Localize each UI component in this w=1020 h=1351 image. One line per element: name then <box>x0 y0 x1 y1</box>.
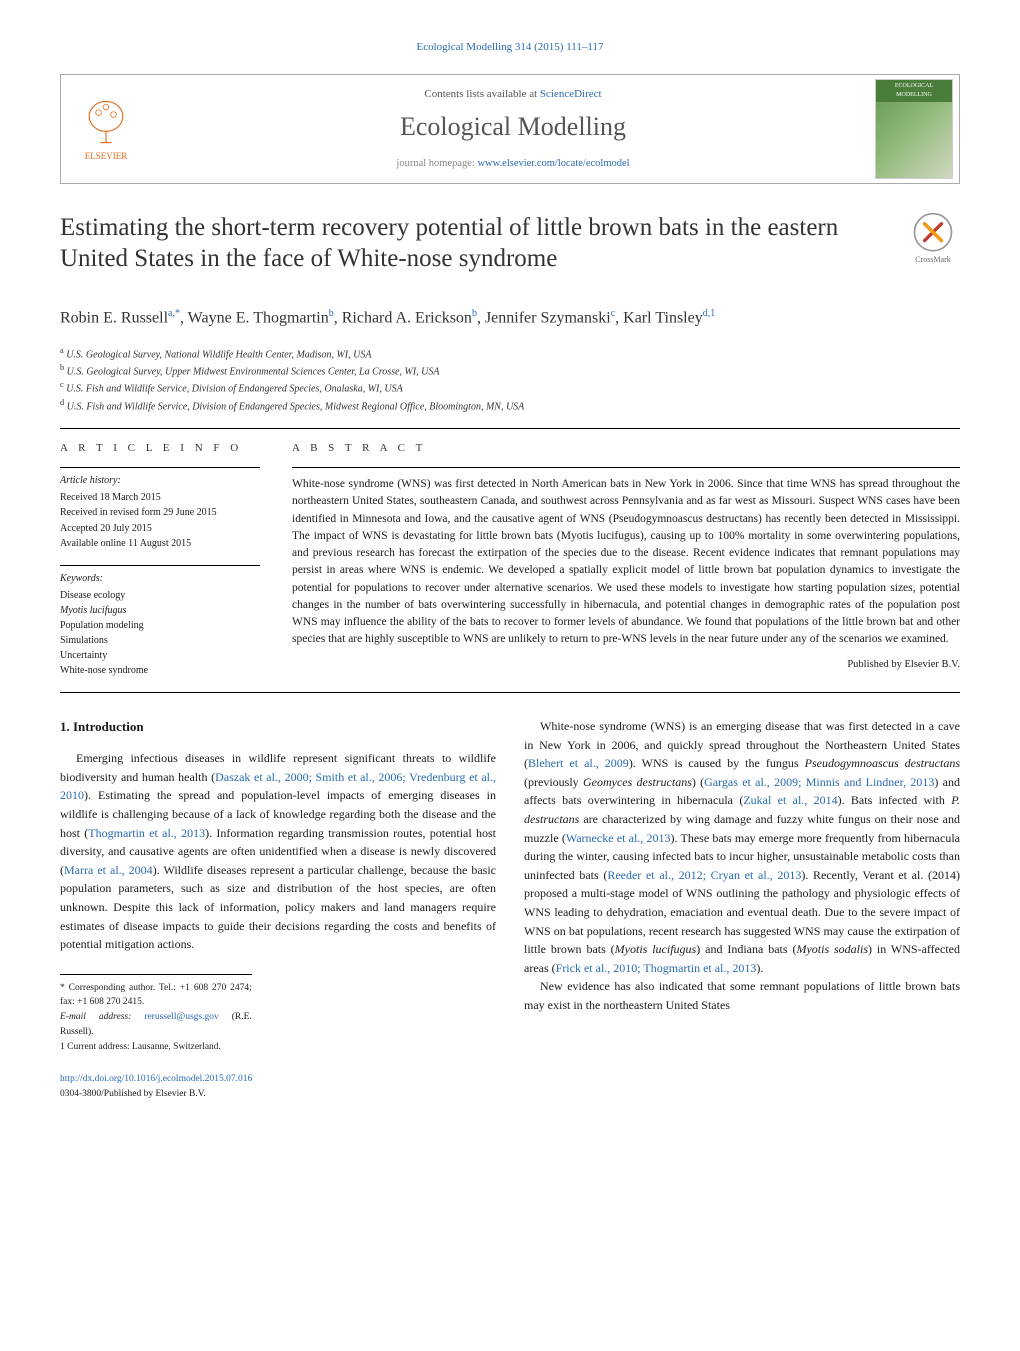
journal-name: Ecological Modelling <box>151 108 875 146</box>
doi-link[interactable]: http://dx.doi.org/10.1016/j.ecolmodel.20… <box>60 1074 252 1084</box>
affiliation-line: c U.S. Fish and Wildlife Service, Divisi… <box>60 379 960 396</box>
citation-link[interactable]: Ecological Modelling 314 (2015) 111–117 <box>417 41 604 53</box>
citation-link[interactable]: Thogmartin et al., 2013 <box>88 826 205 840</box>
affiliation-line: b U.S. Geological Survey, Upper Midwest … <box>60 362 960 379</box>
email-line: E-mail address: rerussell@usgs.gov (R.E.… <box>60 1010 252 1039</box>
cover-image <box>876 102 952 178</box>
body-column-right: White-nose syndrome (WNS) is an emerging… <box>524 717 960 1102</box>
article-history-list: Received 18 March 2015Received in revise… <box>60 491 260 552</box>
keyword-item: Myotis lucifugus <box>60 603 260 618</box>
abstract-column: A B S T R A C T White-nose syndrome (WNS… <box>292 441 960 678</box>
abstract-rule <box>292 467 960 468</box>
info-abstract-row: A R T I C L E I N F O Article history: R… <box>60 441 960 678</box>
citation-link[interactable]: Frick et al., 2010; Thogmartin et al., 2… <box>556 961 757 975</box>
citation-link[interactable]: Warnecke et al., 2013 <box>566 831 671 845</box>
affiliations-block: a U.S. Geological Survey, National Wildl… <box>60 345 960 414</box>
body-columns: 1. Introduction Emerging infectious dise… <box>60 717 960 1102</box>
article-title: Estimating the short-term recovery poten… <box>60 212 890 275</box>
affiliation-line: d U.S. Fish and Wildlife Service, Divisi… <box>60 397 960 414</box>
keywords-rule <box>60 565 260 566</box>
intro-paragraph-2: White-nose syndrome (WNS) is an emerging… <box>524 717 960 977</box>
keywords-list: Disease ecologyMyotis lucifugusPopulatio… <box>60 588 260 678</box>
keyword-item: Simulations <box>60 633 260 648</box>
contents-line: Contents lists available at ScienceDirec… <box>151 87 875 103</box>
journal-header-box: ELSEVIER Contents lists available at Sci… <box>60 74 960 184</box>
citation-link[interactable]: Reeder et al., 2012; Cryan et al., 2013 <box>607 868 801 882</box>
info-rule <box>60 467 260 468</box>
section-1-heading: 1. Introduction <box>60 717 496 737</box>
citation-header: Ecological Modelling 314 (2015) 111–117 <box>60 40 960 56</box>
homepage-prefix: journal homepage: <box>396 158 477 169</box>
journal-cover-thumbnail: ECOLOGICAL MODELLING <box>875 79 953 179</box>
doi-block: http://dx.doi.org/10.1016/j.ecolmodel.20… <box>60 1072 496 1101</box>
header-center: Contents lists available at ScienceDirec… <box>151 87 875 172</box>
homepage-line: journal homepage: www.elsevier.com/locat… <box>151 156 875 171</box>
crossmark-label: CrossMark <box>915 254 951 266</box>
crossmark-badge[interactable]: CrossMark <box>906 212 960 266</box>
copyright-line: 0304-3800/Published by Elsevier B.V. <box>60 1089 206 1099</box>
publisher-line: Published by Elsevier B.V. <box>292 657 960 672</box>
elsevier-logo-text: ELSEVIER <box>85 150 128 163</box>
history-item: Available online 11 August 2015 <box>60 537 260 552</box>
cover-title: ECOLOGICAL MODELLING <box>876 80 952 102</box>
crossmark-icon <box>912 212 954 252</box>
article-history-label: Article history: <box>60 474 260 489</box>
keywords-label: Keywords: <box>60 572 260 587</box>
elsevier-tree-icon <box>78 94 134 150</box>
article-info-heading: A R T I C L E I N F O <box>60 441 260 457</box>
abstract-text: White-nose syndrome (WNS) was first dete… <box>292 476 960 649</box>
divider-rule-bottom <box>60 692 960 693</box>
article-info-column: A R T I C L E I N F O Article history: R… <box>60 441 260 678</box>
contents-prefix: Contents lists available at <box>424 88 539 100</box>
email-label: E-mail address: <box>60 1012 144 1022</box>
citation-link[interactable]: Gargas et al., 2009; Minnis and Lindner,… <box>704 775 934 789</box>
intro-paragraph-1: Emerging infectious diseases in wildlife… <box>60 749 496 954</box>
homepage-link[interactable]: www.elsevier.com/locate/ecolmodel <box>477 158 629 169</box>
keyword-item: Uncertainty <box>60 648 260 663</box>
abstract-heading: A B S T R A C T <box>292 441 960 457</box>
citation-link[interactable]: Zukal et al., 2014 <box>743 793 837 807</box>
history-item: Received in revised form 29 June 2015 <box>60 506 260 521</box>
corresponding-author-note: * Corresponding author. Tel.: +1 608 270… <box>60 981 252 1010</box>
intro-paragraph-3: New evidence has also indicated that som… <box>524 977 960 1014</box>
history-item: Received 18 March 2015 <box>60 491 260 506</box>
title-block: Estimating the short-term recovery poten… <box>60 212 960 293</box>
authors-line: Robin E. Russella,*, Wayne E. Thogmartin… <box>60 306 960 330</box>
citation-link[interactable]: Daszak et al., 2000; Smith et al., 2006;… <box>60 770 496 803</box>
footnotes-block: * Corresponding author. Tel.: +1 608 270… <box>60 974 252 1055</box>
elsevier-logo: ELSEVIER <box>61 79 151 179</box>
sciencedirect-link[interactable]: ScienceDirect <box>540 88 602 100</box>
affiliation-line: a U.S. Geological Survey, National Wildl… <box>60 345 960 362</box>
citation-link[interactable]: Blehert et al., 2009 <box>528 756 629 770</box>
citation-link[interactable]: Marra et al., 2004 <box>64 863 153 877</box>
keyword-item: Disease ecology <box>60 588 260 603</box>
corresponding-email-link[interactable]: rerussell@usgs.gov <box>144 1012 218 1022</box>
divider-rule-top <box>60 428 960 429</box>
body-column-left: 1. Introduction Emerging infectious dise… <box>60 717 496 1102</box>
footnote-1: 1 Current address: Lausanne, Switzerland… <box>60 1040 252 1055</box>
keyword-item: White-nose syndrome <box>60 663 260 678</box>
keyword-item: Population modeling <box>60 618 260 633</box>
history-item: Accepted 20 July 2015 <box>60 522 260 537</box>
